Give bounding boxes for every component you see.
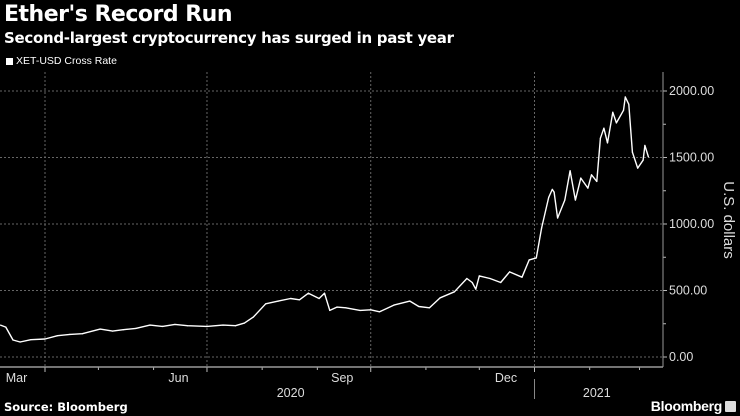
legend: XET-USD Cross Rate	[6, 55, 117, 67]
year-label: 2020	[277, 386, 305, 400]
data-point	[564, 199, 566, 201]
y-axis-label: U.S. dollars	[720, 181, 737, 259]
data-point	[318, 297, 320, 300]
data-point	[590, 174, 593, 176]
series-line	[0, 96, 650, 343]
data-point	[69, 333, 71, 335]
data-point	[345, 307, 347, 309]
data-point	[12, 339, 14, 341]
data-point	[222, 324, 224, 326]
data-point	[30, 339, 32, 341]
data-point	[587, 187, 589, 189]
data-point	[329, 309, 331, 312]
data-point	[135, 327, 137, 330]
data-point	[122, 329, 124, 331]
data-point	[161, 325, 164, 328]
data-point	[418, 305, 420, 308]
bloomberg-chart-icon	[725, 401, 736, 412]
data-point	[622, 109, 625, 111]
data-point	[243, 322, 245, 324]
data-point	[580, 177, 582, 179]
data-point	[557, 217, 559, 219]
data-point	[323, 292, 326, 294]
data-point	[234, 325, 237, 327]
x-tick-label: Sep	[331, 371, 353, 385]
data-point	[466, 277, 468, 280]
data-point	[19, 341, 21, 343]
y-tick-label: 500.00	[669, 284, 707, 298]
data-point	[637, 167, 639, 169]
data-point	[612, 111, 614, 113]
data-point	[551, 188, 553, 191]
data-point	[370, 309, 372, 311]
data-point	[528, 259, 530, 261]
data-point	[553, 191, 555, 193]
data-point	[644, 144, 646, 147]
data-point	[5, 326, 7, 328]
data-point	[44, 338, 46, 340]
data-point	[603, 127, 605, 129]
data-point	[265, 303, 267, 305]
data-point	[252, 316, 254, 318]
data-point	[596, 180, 598, 183]
y-tick-label: 0.00	[669, 350, 693, 364]
data-point	[149, 324, 151, 326]
data-point	[489, 277, 491, 280]
data-point	[439, 297, 441, 299]
data-point	[206, 325, 208, 328]
chart-title: Ether's Record Run	[4, 2, 233, 27]
data-point	[475, 288, 477, 290]
data-point	[548, 196, 550, 198]
data-point	[186, 325, 188, 327]
data-point	[99, 328, 101, 330]
data-point	[471, 281, 473, 284]
data-point	[508, 271, 511, 273]
data-point	[606, 142, 609, 144]
data-point	[298, 299, 301, 301]
data-point	[500, 281, 502, 284]
bloomberg-logo: Bloomberg	[650, 398, 723, 414]
data-point	[521, 276, 523, 278]
year-label: 2021	[583, 386, 611, 400]
data-point	[409, 300, 411, 302]
data-point	[359, 309, 361, 312]
legend-swatch	[6, 57, 13, 65]
y-tick-label: 1500.00	[669, 151, 714, 165]
data-point	[174, 323, 176, 326]
data-point	[290, 297, 292, 300]
data-point	[478, 275, 480, 277]
data-point	[535, 257, 537, 259]
data-point	[56, 335, 59, 337]
data-point	[428, 307, 431, 309]
data-point	[307, 292, 310, 294]
data-point	[453, 291, 455, 293]
legend-label: XET-USD Cross Rate	[16, 55, 117, 67]
data-point	[336, 306, 338, 308]
data-point	[0, 324, 2, 326]
data-point	[599, 137, 601, 139]
x-tick-label: Jun	[168, 371, 188, 385]
data-point	[624, 96, 626, 98]
data-point	[112, 330, 114, 332]
x-tick-label: Dec	[495, 371, 517, 385]
y-tick-label: 1000.00	[669, 217, 714, 231]
data-point	[541, 227, 543, 229]
data-point	[631, 151, 634, 153]
data-point	[642, 159, 644, 161]
data-point	[628, 103, 630, 105]
data-point	[277, 300, 279, 302]
data-point	[647, 156, 650, 158]
data-point	[574, 199, 577, 201]
data-point	[615, 122, 617, 124]
source-note: Source: Bloomberg	[4, 400, 128, 414]
data-point	[393, 304, 395, 306]
data-point	[81, 333, 83, 335]
data-point	[379, 311, 381, 313]
chart-subtitle: Second-largest cryptocurrency has surged…	[4, 29, 454, 47]
y-tick-label: 2000.00	[669, 84, 714, 98]
x-tick-label: Mar	[6, 371, 28, 385]
data-point	[569, 170, 571, 172]
